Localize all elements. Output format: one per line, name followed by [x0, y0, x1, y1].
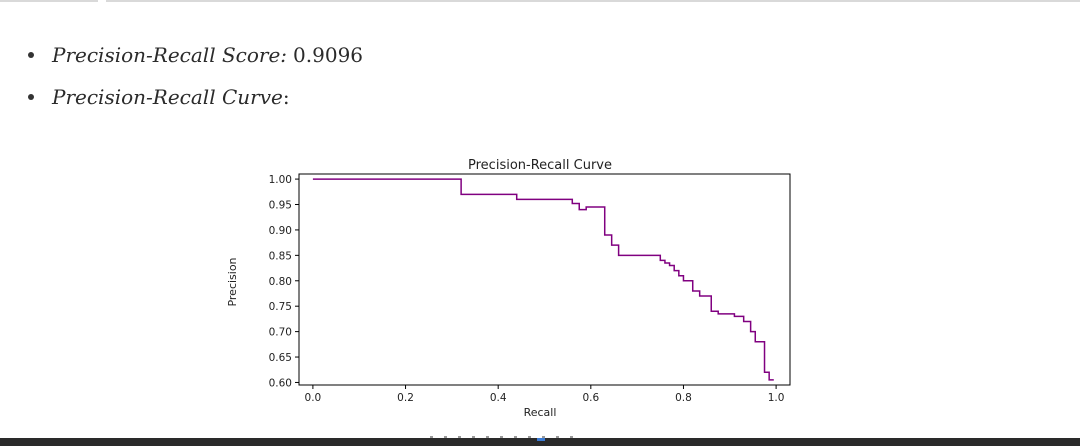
bullet-icon	[28, 94, 34, 100]
y-tick-label: 0.80	[269, 276, 292, 288]
plot-frame	[298, 173, 791, 386]
chart-svg: Precision-Recall Curve 0.600.650.700.750…	[226, 158, 791, 419]
metric-value: 0.9096	[293, 43, 364, 67]
list-item: Precision-Recall Score: 0.9096	[28, 34, 363, 76]
top-divider-gap	[98, 0, 106, 2]
x-axis-ticks: 0.0 0.2 0.4 0.6 0.8 1.0	[305, 385, 785, 404]
y-tick-label: 1.00	[269, 174, 292, 186]
x-tick-label: 0.2	[397, 392, 414, 404]
x-tick-label: 0.0	[305, 392, 322, 404]
y-tick-label: 0.70	[269, 327, 292, 339]
y-axis-ticks: 0.60 0.65 0.70 0.75 0.80 0.85 0.90 0.95 1.00	[269, 174, 299, 389]
top-divider	[0, 0, 1080, 2]
list-item: Precision-Recall Curve :	[28, 76, 363, 118]
metric-label: Precision-Recall Score:	[52, 43, 288, 67]
y-tick-label: 0.85	[269, 250, 292, 262]
y-tick-label: 0.90	[269, 225, 292, 237]
bottom-marker	[537, 438, 545, 441]
metric-label: Precision-Recall Curve	[52, 85, 283, 109]
y-tick-label: 0.65	[269, 352, 292, 364]
chart-title: Precision-Recall Curve	[468, 158, 612, 173]
y-axis-label: Precision	[226, 257, 239, 306]
x-tick-label: 0.4	[490, 392, 507, 404]
y-tick-label: 0.95	[269, 200, 292, 212]
x-axis-label: Recall	[524, 406, 557, 419]
bullet-icon	[28, 52, 34, 58]
x-tick-label: 1.0	[768, 392, 785, 404]
pr-curve-line	[312, 178, 774, 381]
y-tick-label: 0.75	[269, 301, 292, 313]
x-tick-label: 0.6	[582, 392, 599, 404]
bottom-bar	[0, 438, 1080, 446]
metric-value: :	[282, 85, 290, 109]
x-tick-label: 0.8	[675, 392, 692, 404]
metric-list: Precision-Recall Score: 0.9096 Precision…	[28, 34, 363, 118]
y-tick-label: 0.60	[269, 377, 292, 389]
bottom-indicator	[430, 436, 580, 438]
pr-curve-chart: Precision-Recall Curve 0.60 0.65 0.70 0.75 0…	[220, 150, 820, 425]
